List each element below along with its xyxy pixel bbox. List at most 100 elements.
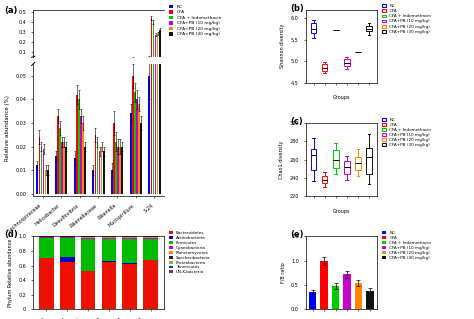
Bar bbox=[38, 60, 40, 62]
Bar bbox=[76, 95, 78, 194]
Bar bbox=[140, 123, 142, 194]
Text: (c): (c) bbox=[290, 117, 303, 126]
X-axis label: Groups: Groups bbox=[333, 209, 350, 213]
Bar bbox=[121, 146, 123, 194]
Bar bbox=[65, 60, 67, 62]
Bar bbox=[39, 258, 54, 309]
Bar bbox=[134, 58, 136, 62]
Bar bbox=[60, 257, 74, 262]
Bar bbox=[143, 260, 158, 309]
Bar bbox=[47, 170, 48, 194]
Text: (a): (a) bbox=[4, 6, 18, 15]
Bar bbox=[157, 0, 158, 194]
Bar bbox=[81, 238, 95, 239]
Bar bbox=[59, 128, 61, 194]
Bar bbox=[366, 291, 374, 309]
Bar bbox=[157, 34, 158, 62]
Bar bbox=[59, 60, 61, 62]
Bar bbox=[39, 236, 54, 238]
Bar bbox=[80, 116, 82, 194]
Bar bbox=[122, 236, 137, 237]
Bar bbox=[140, 59, 142, 62]
Bar bbox=[332, 286, 339, 309]
Bar bbox=[119, 60, 121, 62]
Bar bbox=[159, 30, 161, 62]
Bar bbox=[136, 99, 138, 194]
Bar bbox=[143, 238, 158, 239]
X-axis label: Groups: Groups bbox=[333, 95, 350, 100]
Bar bbox=[39, 238, 54, 239]
Bar bbox=[111, 61, 113, 62]
Bar bbox=[132, 76, 134, 194]
Bar bbox=[355, 283, 362, 309]
Bar bbox=[80, 59, 82, 62]
Bar bbox=[103, 61, 105, 62]
Bar bbox=[84, 146, 86, 194]
Bar bbox=[55, 156, 57, 194]
Bar bbox=[101, 238, 116, 239]
Legend: NC, CFA, CFA + Indomethacin, CFA+PB (10 mg/kg), CFA+PB (20 mg/kg), CFA+PB (30 mg: NC, CFA, CFA + Indomethacin, CFA+PB (10 … bbox=[382, 4, 431, 33]
Bar bbox=[60, 239, 74, 257]
Legend: NC, CFA, CFA + Indomethacin, CFA+PB (10 mg/kg), CFA+PB (20 mg/kg), CFA+PB (30 mg: NC, CFA, CFA + Indomethacin, CFA+PB (10 … bbox=[382, 231, 431, 260]
Bar bbox=[130, 114, 132, 194]
Bar bbox=[94, 60, 96, 62]
Bar bbox=[121, 60, 123, 62]
Y-axis label: F/B ratio: F/B ratio bbox=[281, 263, 285, 283]
Text: (d): (d) bbox=[4, 230, 18, 240]
Bar bbox=[64, 60, 65, 62]
Bar bbox=[47, 61, 48, 62]
Bar bbox=[111, 170, 113, 194]
Bar bbox=[65, 146, 67, 194]
Bar bbox=[84, 60, 86, 62]
Bar bbox=[153, 22, 155, 62]
Bar bbox=[60, 262, 74, 309]
Text: (e): (e) bbox=[290, 230, 303, 240]
Bar bbox=[43, 149, 45, 194]
Bar bbox=[151, 18, 152, 62]
Bar bbox=[113, 123, 115, 194]
Bar bbox=[45, 61, 46, 62]
Bar bbox=[159, 0, 161, 194]
Bar bbox=[99, 151, 100, 194]
Bar bbox=[81, 239, 95, 271]
Bar bbox=[136, 58, 138, 62]
Bar bbox=[36, 61, 38, 62]
Legend: NC, CFA, CFA + Indomethacin, CFA+PB (10 mg/kg), CFA+PB (20 mg/kg), CFA+PB (30 mg: NC, CFA, CFA + Indomethacin, CFA+PB (10 … bbox=[169, 5, 221, 36]
Bar bbox=[60, 236, 74, 238]
Bar bbox=[101, 237, 116, 238]
Bar bbox=[64, 142, 65, 194]
Bar bbox=[57, 116, 59, 194]
Bar bbox=[309, 293, 317, 309]
Bar bbox=[55, 61, 57, 62]
Bar bbox=[138, 58, 140, 62]
Bar bbox=[100, 146, 102, 194]
Bar bbox=[101, 236, 116, 237]
Bar bbox=[148, 57, 150, 62]
Bar bbox=[122, 264, 137, 309]
Legend: NC, CFA, CFA + Indomethacin, CFA+PB (10 mg/kg), CFA+PB (20 mg/kg), CFA+PB (30 mg: NC, CFA, CFA + Indomethacin, CFA+PB (10 … bbox=[382, 118, 431, 147]
Bar bbox=[320, 261, 328, 309]
Bar bbox=[115, 142, 117, 194]
Bar bbox=[113, 59, 115, 62]
Y-axis label: Shannon diversity: Shannon diversity bbox=[281, 24, 285, 68]
Bar bbox=[122, 263, 137, 264]
Bar bbox=[45, 170, 46, 194]
Bar bbox=[155, 0, 156, 194]
Bar bbox=[81, 271, 95, 309]
Bar bbox=[36, 165, 38, 194]
Bar bbox=[130, 59, 132, 62]
Bar bbox=[143, 239, 158, 260]
Bar bbox=[134, 92, 136, 194]
Bar bbox=[101, 239, 116, 261]
Bar bbox=[155, 35, 156, 62]
Bar bbox=[143, 236, 158, 237]
Bar bbox=[41, 146, 42, 194]
Bar bbox=[343, 274, 351, 309]
Bar bbox=[122, 239, 137, 263]
Bar bbox=[38, 137, 40, 194]
Bar bbox=[101, 261, 116, 262]
Bar bbox=[99, 61, 100, 62]
Bar bbox=[61, 142, 63, 194]
Bar bbox=[101, 262, 116, 309]
Bar bbox=[97, 60, 99, 62]
